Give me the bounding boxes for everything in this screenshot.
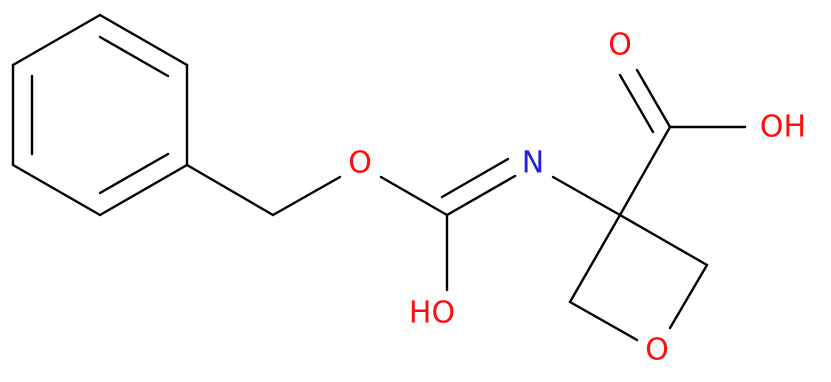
bond <box>98 13 189 67</box>
bond <box>618 73 655 134</box>
bond <box>568 300 639 342</box>
atom-labels: O N HO O OH O <box>348 28 806 368</box>
bond <box>668 263 709 330</box>
bond <box>11 13 102 67</box>
atom-label: O <box>645 333 669 368</box>
atom-label: N <box>522 146 544 181</box>
bond <box>551 175 622 217</box>
bond <box>271 175 342 217</box>
bond <box>618 213 709 267</box>
atom-label: HO <box>409 296 455 331</box>
bond <box>618 125 672 217</box>
bond <box>11 163 102 217</box>
atom-label: OH <box>760 110 806 145</box>
atom-label: O <box>608 28 632 63</box>
bond <box>440 157 510 199</box>
bond-inner <box>98 35 170 78</box>
bond <box>379 175 449 217</box>
bond-inner <box>98 152 170 195</box>
bond <box>185 163 275 217</box>
bond <box>98 163 189 217</box>
bond <box>568 213 622 304</box>
atom-label: O <box>348 146 372 181</box>
bond <box>445 174 517 217</box>
bonds <box>11 13 747 342</box>
bond <box>635 68 672 129</box>
